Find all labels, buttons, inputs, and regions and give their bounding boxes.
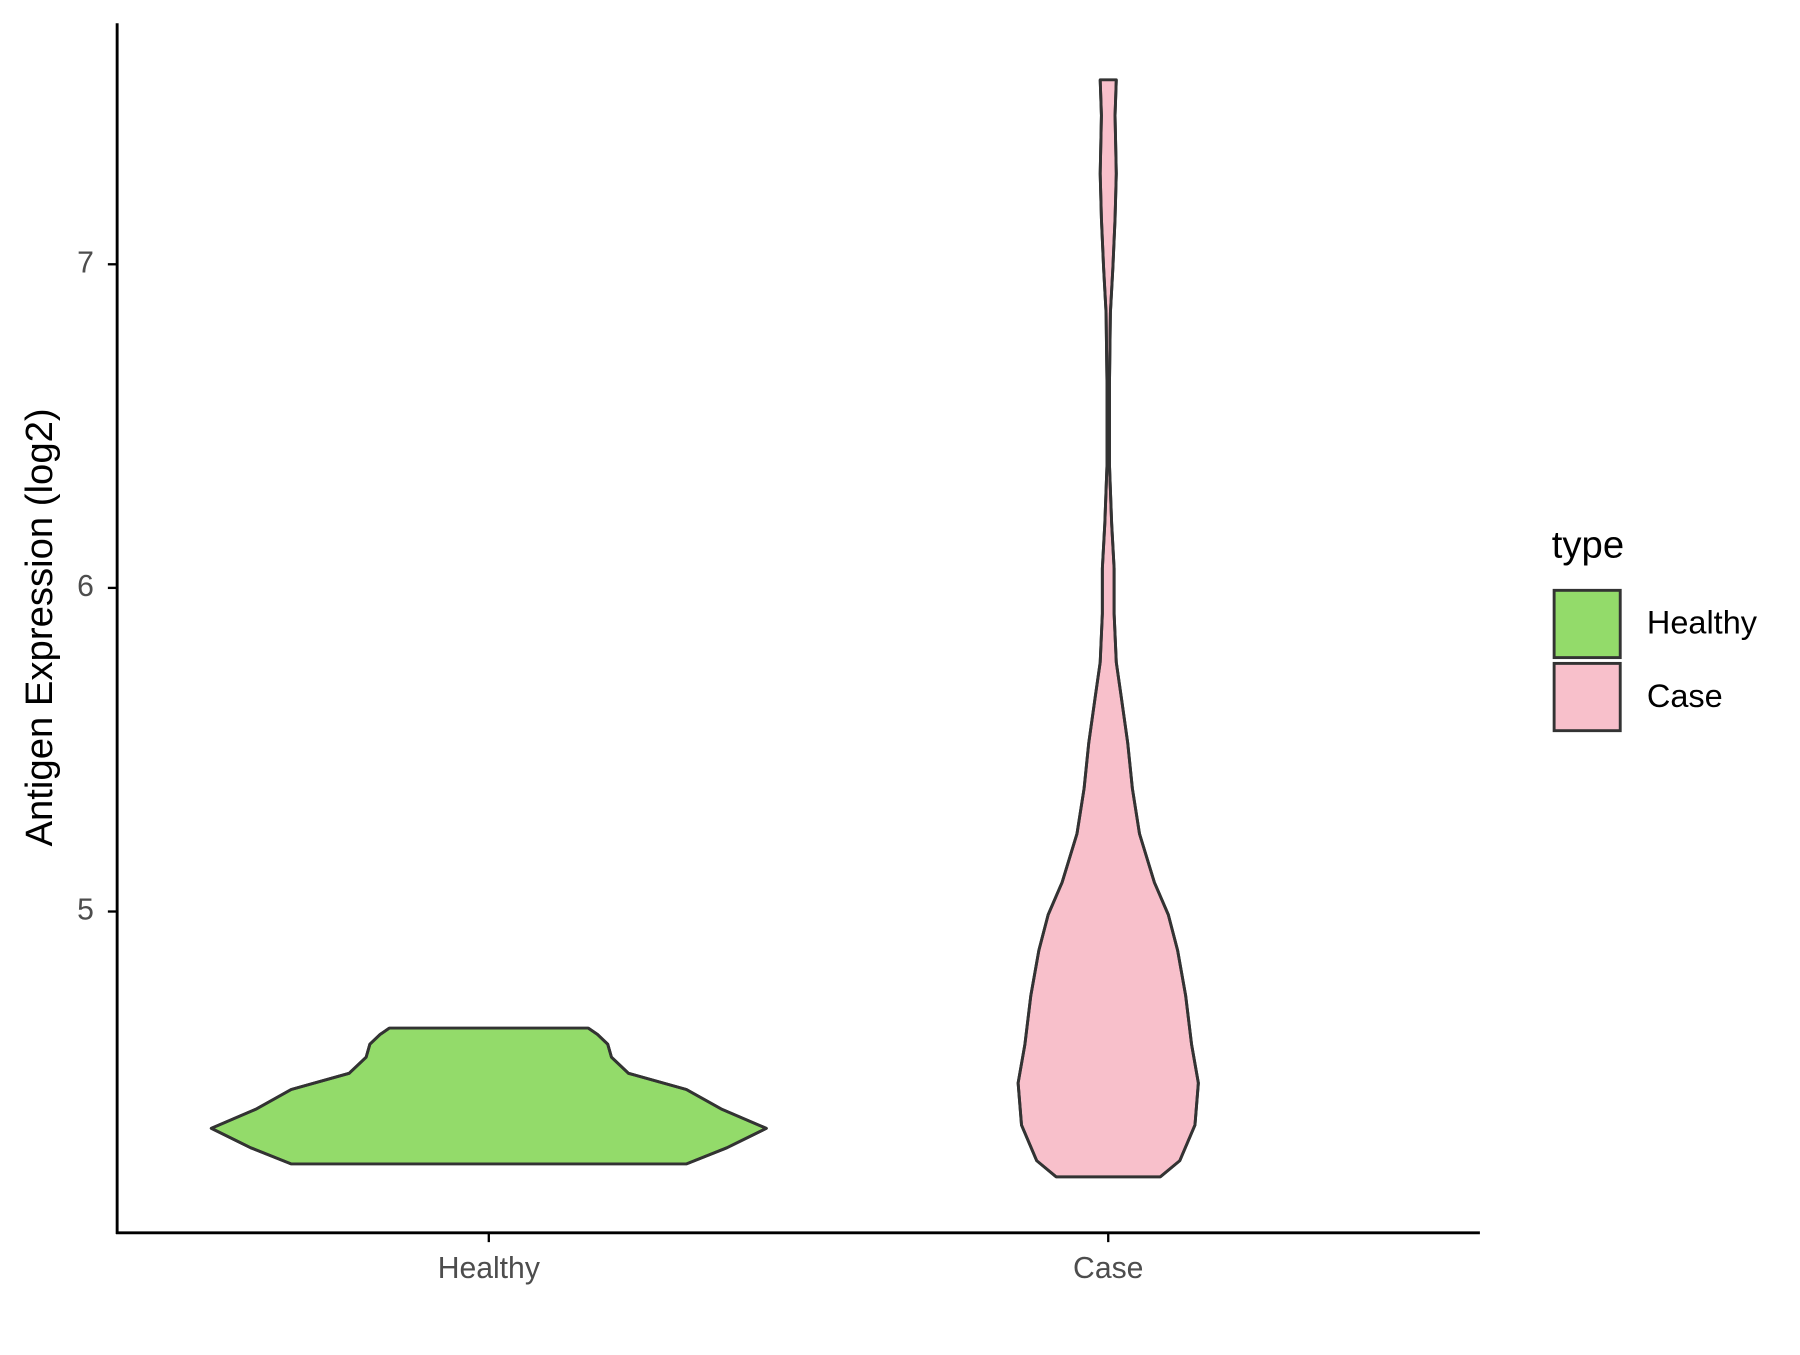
y-tick-label: 6 [77, 570, 94, 603]
violin-outline [209, 1026, 391, 1166]
x-tick-label: Case [1073, 1252, 1143, 1285]
violin-outline [1016, 79, 1109, 1178]
y-axis-title: Antigen Expression (log2) [18, 408, 61, 846]
legend-title: type [1552, 524, 1624, 567]
violin-outline [1108, 79, 1200, 1178]
legend-key [1552, 661, 1622, 733]
violin-outline [587, 1026, 768, 1166]
legend-key [1552, 588, 1622, 660]
y-tick-label: 5 [77, 893, 94, 926]
legend-label: Case [1647, 678, 1723, 714]
x-tick-label: Healthy [438, 1252, 541, 1285]
legend-label: Healthy [1647, 605, 1758, 641]
y-tick-label: 7 [77, 246, 94, 279]
